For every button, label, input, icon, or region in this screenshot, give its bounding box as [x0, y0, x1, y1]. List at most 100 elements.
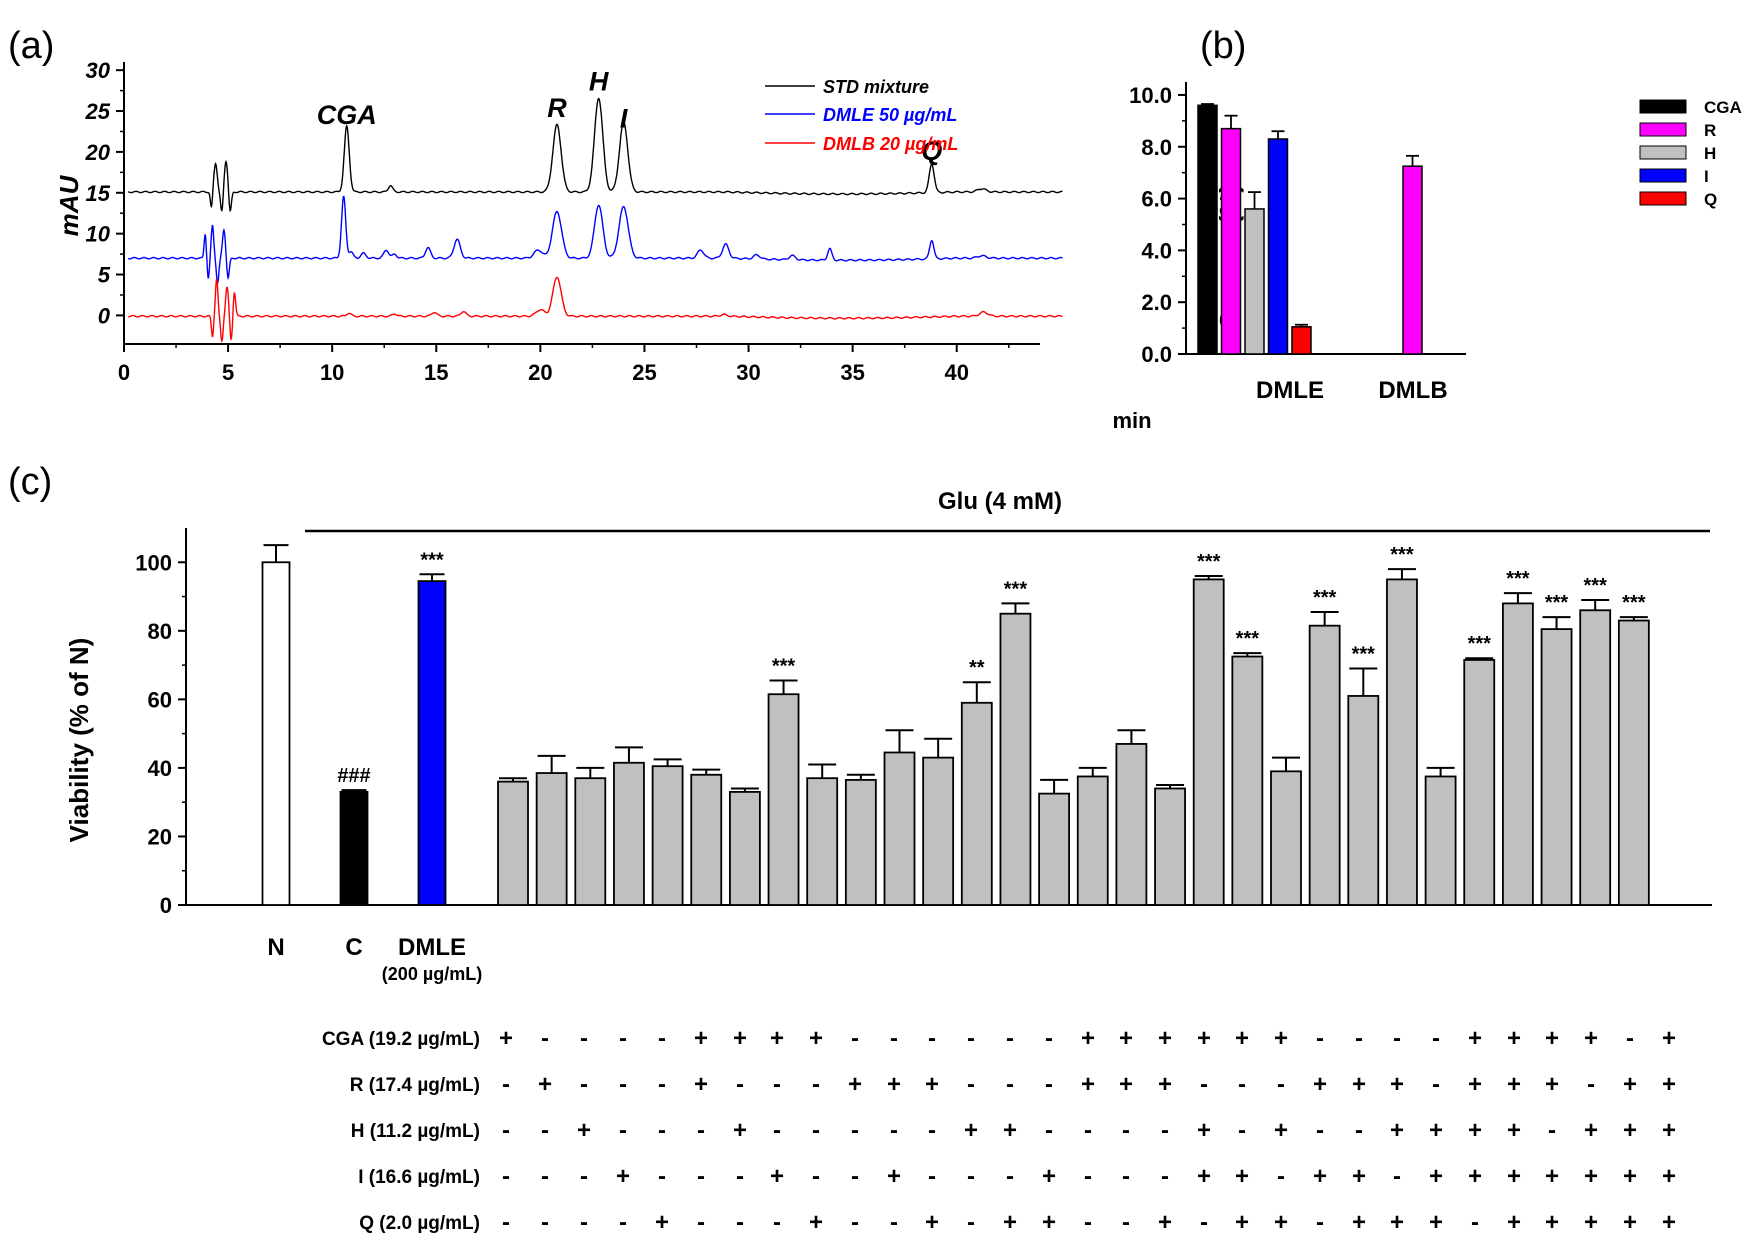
panel-a-traces: [127, 97, 1063, 344]
minus-sign: -: [697, 1163, 705, 1190]
plus-sign: +: [1662, 1117, 1676, 1144]
minus-sign: -: [1548, 1117, 1556, 1144]
peak-label-i: I: [620, 103, 628, 133]
category-label-dmle: DMLE: [1256, 377, 1324, 404]
minus-sign: -: [658, 1071, 666, 1098]
panel-b-content-chart: (b) Content (%) 0.02.04.06.08.010.0DMLED…: [1129, 25, 1742, 404]
plus-sign: +: [1158, 1071, 1172, 1098]
plus-sign: +: [1119, 1071, 1133, 1098]
treatment-bar: [1308, 624, 1341, 906]
treatment-bar: [1463, 659, 1496, 906]
plus-sign: +: [1390, 1071, 1404, 1098]
minus-sign: -: [851, 1117, 859, 1144]
panel-a-letter: (a): [8, 25, 54, 67]
minus-sign: -: [658, 1117, 666, 1144]
plus-sign: +: [1081, 1025, 1095, 1052]
y-tick-label: 40: [148, 756, 172, 781]
plus-sign: +: [1507, 1163, 1521, 1190]
legend-label-dmle: DMLE 50 µg/mL: [823, 105, 957, 125]
peak-label-q: Q: [921, 136, 942, 166]
minus-sign: -: [851, 1025, 859, 1052]
plus-sign: +: [694, 1071, 708, 1098]
minus-sign: -: [1626, 1025, 1634, 1052]
minus-sign: -: [1045, 1025, 1053, 1052]
plus-sign: +: [1545, 1163, 1559, 1190]
treatment-bar: [1347, 695, 1380, 906]
minus-sign: -: [1238, 1117, 1246, 1144]
plus-sign: +: [809, 1209, 823, 1236]
treatment-bar: [690, 773, 723, 906]
y-tick-label: 100: [135, 550, 172, 575]
treatment-bar: [767, 693, 800, 906]
significance-label: ***: [1004, 578, 1028, 600]
panel-c-viability-chart: (c) Viability (% of N) Glu (4 mM) 0 20 40 6…: [8, 461, 1712, 1236]
category-label-dmlb: DMLB: [1378, 377, 1447, 404]
minus-sign: -: [928, 1117, 936, 1144]
minus-sign: -: [697, 1117, 705, 1144]
x-tick-label: 5: [222, 360, 234, 385]
y-tick-label: 6.0: [1141, 187, 1172, 212]
plus-sign: +: [1507, 1071, 1521, 1098]
minus-sign: -: [967, 1163, 975, 1190]
minus-sign: -: [580, 1025, 588, 1052]
plus-sign: +: [1197, 1025, 1211, 1052]
plus-sign: +: [1003, 1209, 1017, 1236]
plus-sign: +: [1429, 1163, 1443, 1190]
minus-sign: -: [1432, 1071, 1440, 1098]
plus-sign: +: [964, 1117, 978, 1144]
plus-sign: +: [1158, 1025, 1172, 1052]
plus-sign: +: [887, 1071, 901, 1098]
panel-a-axes: 0 5 10 15 20 25 30 35 40 0 5 10 15 20 25 30: [85, 58, 1040, 385]
y-tick-label: 30: [86, 58, 111, 83]
plus-sign: +: [655, 1209, 669, 1236]
minus-sign: -: [1122, 1117, 1130, 1144]
y-tick-label: 20: [148, 824, 172, 849]
minus-sign: -: [890, 1209, 898, 1236]
minus-sign: -: [1122, 1163, 1130, 1190]
minus-sign: -: [1200, 1071, 1208, 1098]
treatment-bar: [1270, 770, 1302, 906]
category-label-n: N: [267, 934, 284, 961]
plus-sign: +: [1352, 1163, 1366, 1190]
plus-sign: +: [1662, 1163, 1676, 1190]
peak-label-cga: CGA: [317, 100, 377, 130]
significance-label: ***: [1236, 628, 1260, 650]
plus-sign: +: [1468, 1071, 1482, 1098]
minus-sign: -: [736, 1209, 744, 1236]
treatment-bar: [651, 765, 684, 906]
significance-label: ***: [420, 549, 444, 571]
treatment-bar: [999, 612, 1032, 906]
minus-sign: -: [736, 1163, 744, 1190]
panel-a-peak-labels: CGA RHI Q: [317, 67, 942, 166]
treatment-bar: [1154, 787, 1186, 906]
minus-sign: -: [580, 1163, 588, 1190]
x-tick-label: 35: [840, 360, 864, 385]
plus-sign: +: [1662, 1071, 1676, 1098]
plus-sign: +: [1042, 1209, 1056, 1236]
minus-sign: -: [502, 1117, 510, 1144]
minus-sign: -: [1045, 1071, 1053, 1098]
minus-sign: -: [1200, 1209, 1208, 1236]
minus-sign: -: [1161, 1163, 1169, 1190]
y-tick-label: 80: [148, 619, 172, 644]
plus-sign: +: [1429, 1117, 1443, 1144]
y-tick-label: 10.0: [1129, 83, 1172, 108]
plus-sign: +: [1623, 1163, 1637, 1190]
trace-std: [127, 97, 1063, 213]
category-sublabel: (200 µg/mL): [382, 964, 482, 984]
treatment-bar: [1115, 743, 1148, 906]
bar-q-dmle: [1291, 326, 1312, 355]
panel-a-legend: STD mixture DMLE 50 µg/mL DMLB 20 µg/mL: [765, 77, 958, 154]
y-tick-label: 0: [160, 893, 172, 918]
panel-c-ylabel: Viability (% of N): [64, 638, 94, 843]
plus-sign: +: [1429, 1209, 1443, 1236]
significance-label: ***: [1506, 568, 1530, 590]
significance-label: ***: [1197, 551, 1221, 573]
treatment-bar: [729, 791, 761, 906]
minus-sign: -: [1432, 1025, 1440, 1052]
minus-sign: -: [1277, 1071, 1285, 1098]
plus-sign: +: [1584, 1209, 1598, 1236]
plus-sign: +: [1545, 1071, 1559, 1098]
minus-sign: -: [1045, 1117, 1053, 1144]
plus-sign: +: [1197, 1163, 1211, 1190]
